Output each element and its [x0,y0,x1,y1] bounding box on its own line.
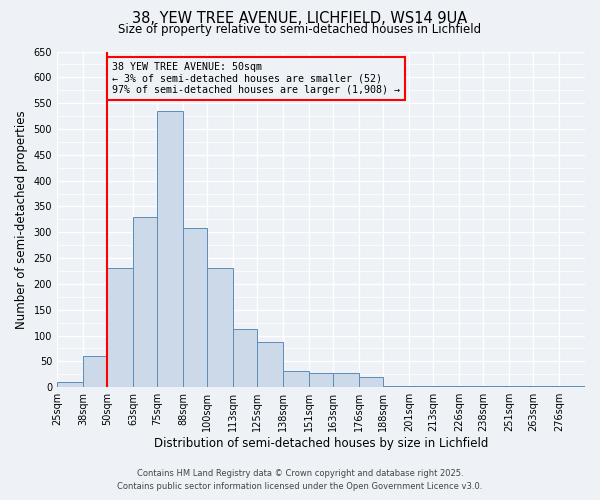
Bar [483,386,509,387]
Bar [559,386,585,387]
Bar [157,111,183,387]
Bar [433,386,459,387]
Bar [83,356,107,387]
Bar [533,386,559,387]
Bar [233,329,257,387]
Bar [257,342,283,387]
Bar [107,268,133,387]
Text: Contains HM Land Registry data © Crown copyright and database right 2025.
Contai: Contains HM Land Registry data © Crown c… [118,470,482,491]
Bar [57,382,83,387]
Bar [333,374,359,387]
Text: Size of property relative to semi-detached houses in Lichfield: Size of property relative to semi-detach… [118,22,482,36]
Bar [383,386,409,387]
Bar [207,268,233,387]
Bar [309,374,333,387]
Bar [133,217,157,387]
Bar [459,386,483,387]
Text: 38, YEW TREE AVENUE, LICHFIELD, WS14 9UA: 38, YEW TREE AVENUE, LICHFIELD, WS14 9UA [133,11,467,26]
Text: 38 YEW TREE AVENUE: 50sqm
← 3% of semi-detached houses are smaller (52)
97% of s: 38 YEW TREE AVENUE: 50sqm ← 3% of semi-d… [112,62,400,95]
Y-axis label: Number of semi-detached properties: Number of semi-detached properties [15,110,28,328]
X-axis label: Distribution of semi-detached houses by size in Lichfield: Distribution of semi-detached houses by … [154,437,488,450]
Bar [183,228,207,387]
Bar [409,386,433,387]
Bar [283,370,309,387]
Bar [509,386,533,387]
Bar [359,377,383,387]
